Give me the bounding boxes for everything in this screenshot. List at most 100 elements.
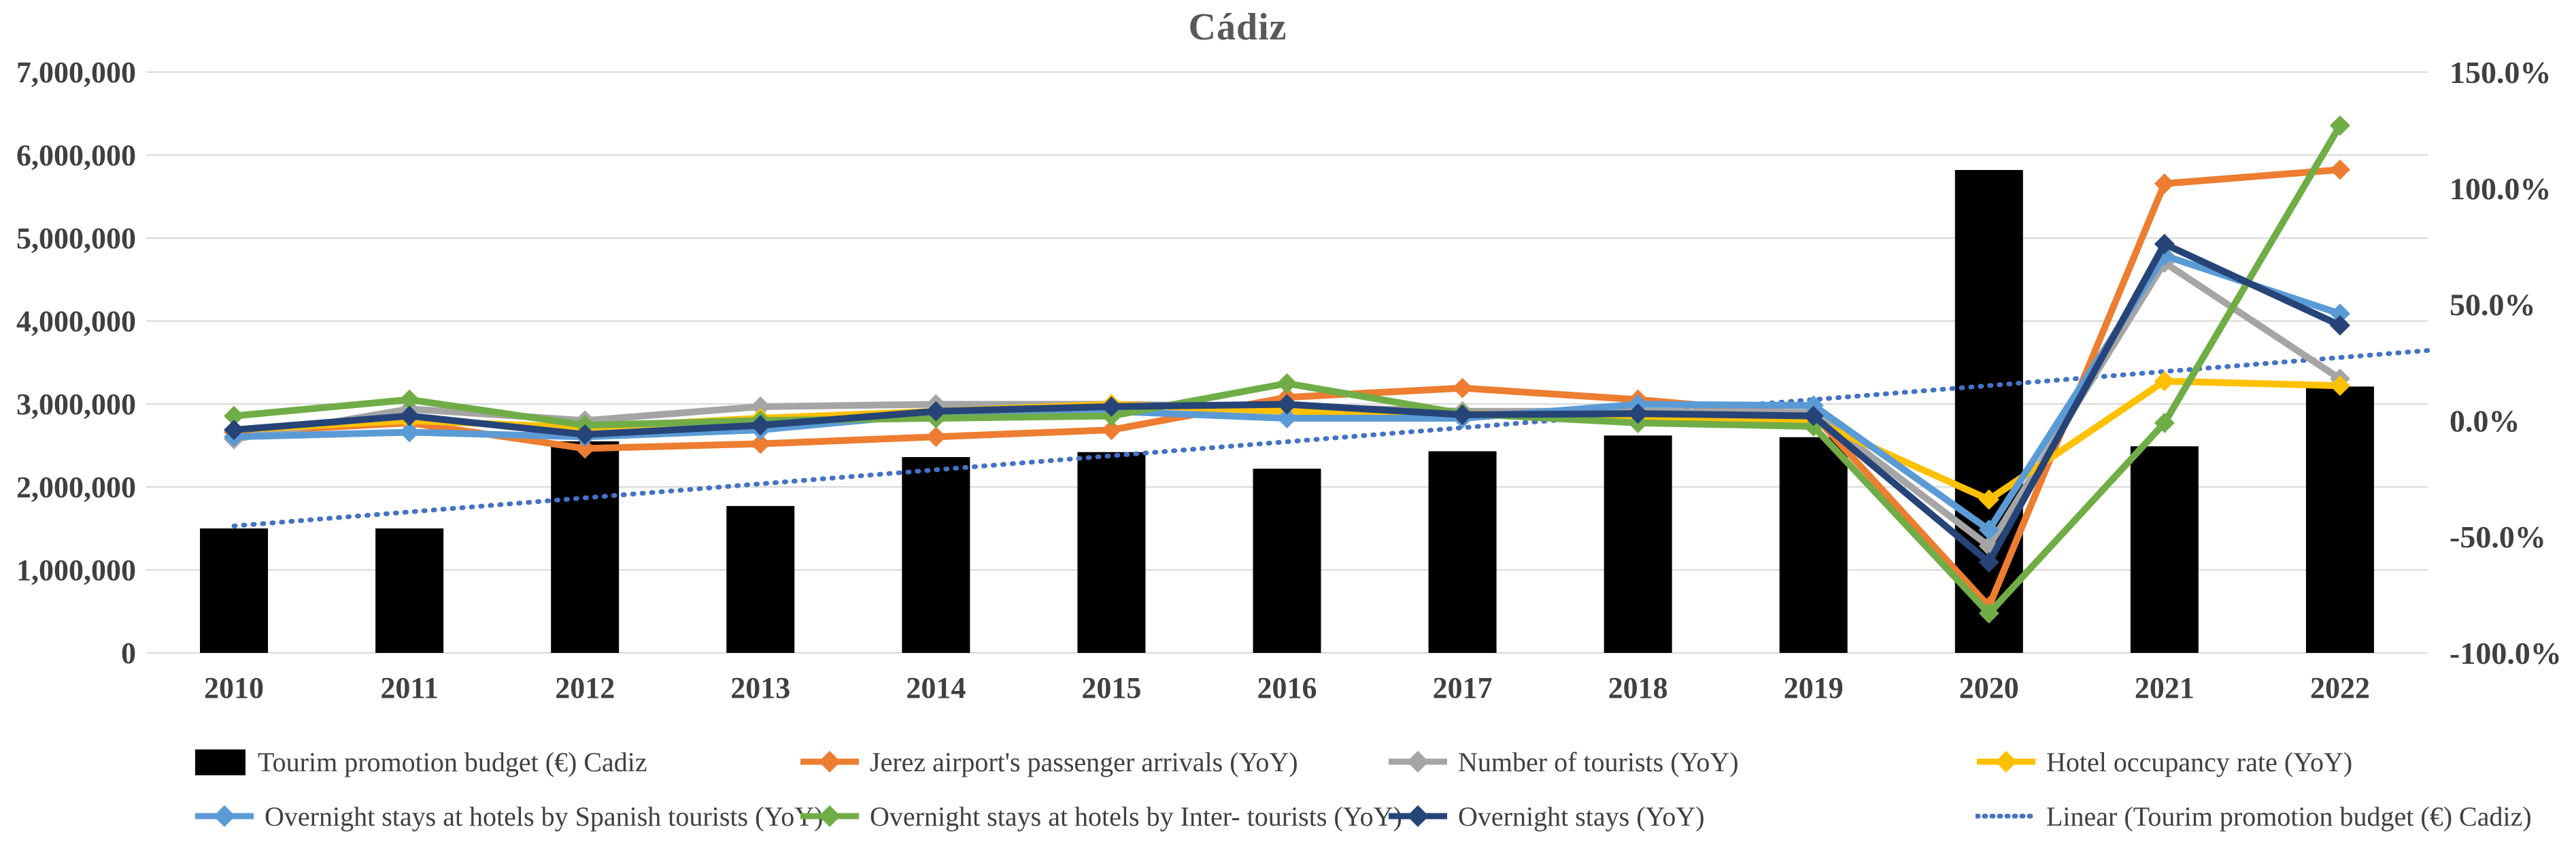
marker [399, 405, 420, 426]
marker [2154, 233, 2175, 254]
legend-item-spanish-overnight: Overnight stays at hotels by Spanish tou… [194, 798, 823, 834]
marker [926, 426, 947, 448]
legend-label: Number of tourists (YoY) [1458, 746, 1739, 777]
right-axis-tick: 100.0% [2450, 171, 2552, 206]
legend-label: Overnight stays at hotels by Spanish tou… [265, 800, 824, 832]
legend-item-hotel-occupancy: Hotel occupancy rate (YoY) [1976, 744, 2352, 779]
budget-bar [902, 457, 970, 653]
right-axis-tick: -100.0% [2450, 636, 2562, 671]
budget-bar [1779, 437, 1848, 653]
left-axis-tick: 4,000,000 [16, 305, 136, 338]
x-axis-tick: 2020 [1959, 671, 2019, 705]
right-axis-tick: 150.0% [2450, 55, 2552, 90]
budget-bar [200, 528, 269, 653]
left-axis-tick: 2,000,000 [16, 471, 136, 504]
chart-title: Cádiz [1188, 6, 1287, 48]
line-marker-swatch [800, 805, 859, 827]
budget-bar [375, 528, 444, 653]
x-axis-tick: 2017 [1433, 671, 1493, 705]
x-axis-tick: 2021 [2135, 671, 2194, 705]
budget-bar [1077, 452, 1146, 653]
legend-label: Overnight stays (YoY) [1458, 800, 1705, 832]
marker [2154, 173, 2175, 194]
left-axis-tick: 6,000,000 [16, 139, 136, 172]
budget-bar [1428, 451, 1497, 653]
right-axis-tick: -50.0% [2450, 520, 2546, 554]
marker [2154, 371, 2175, 392]
marker [1452, 404, 1473, 425]
marker [2329, 375, 2350, 396]
legend-item-inter-overnight: Overnight stays at hotels by Inter- tour… [799, 798, 1402, 834]
marker [926, 401, 947, 422]
legend-item-jerez-arrivals: Jerez airport's passenger arrivals (YoY) [799, 744, 1298, 779]
marker [224, 420, 245, 441]
legend-label: Overnight stays at hotels by Inter- tour… [870, 800, 1402, 832]
left-axis-tick: 7,000,000 [16, 56, 136, 89]
marker [399, 422, 420, 443]
budget-bar [1604, 435, 1672, 653]
x-axis-tick: 2010 [204, 671, 264, 705]
bar-swatch [195, 749, 245, 775]
legend-label: Linear (Tourim promotion budget (€) Cadi… [2046, 800, 2532, 832]
marker [1276, 407, 1298, 428]
marker [750, 396, 771, 417]
x-axis-tick: 2016 [1257, 671, 1317, 705]
marker [224, 405, 245, 426]
marker [2329, 303, 2350, 324]
marker [1978, 552, 1999, 573]
left-axis-tick: 1,000,000 [16, 554, 136, 587]
marker [1978, 603, 1999, 624]
budget-bar [2130, 446, 2199, 653]
marker [1276, 373, 1298, 394]
marker [750, 433, 771, 454]
budget-bar [2305, 386, 2374, 653]
legend-label: Hotel occupancy rate (YoY) [2046, 746, 2353, 777]
marker [575, 424, 596, 445]
legend-item-overnight-stays: Overnight stays (YoY) [1387, 798, 1705, 834]
marker [1101, 396, 1122, 417]
line-marker-swatch [1389, 751, 1447, 773]
right-axis-tick: 50.0% [2450, 288, 2536, 322]
x-axis-tick: 2019 [1784, 671, 1844, 705]
x-axis-tick: 2011 [380, 671, 439, 705]
x-axis-tick: 2014 [906, 671, 966, 705]
marker [1978, 489, 1999, 510]
budget-bar [726, 506, 795, 653]
x-axis-tick: 2022 [2310, 671, 2370, 705]
marker [2329, 115, 2350, 136]
x-axis-tick: 2015 [1081, 671, 1141, 705]
marker [1803, 405, 1824, 426]
legend-item-linear-trendline: Linear (Tourim promotion budget (€) Cadi… [1976, 798, 2532, 834]
line-marker-swatch [1389, 805, 1447, 827]
legend-label: Jerez airport's passenger arrivals (YoY) [870, 746, 1298, 777]
marker [1803, 395, 1824, 416]
legend-item-budget: Tourim promotion budget (€) Cadiz [194, 744, 647, 779]
x-axis-tick: 2018 [1608, 671, 1668, 705]
dotted-line-swatch [1976, 813, 2037, 819]
line-marker-swatch [195, 805, 254, 827]
right-axis-tick: 0.0% [2450, 403, 2520, 438]
left-axis-tick: 5,000,000 [16, 222, 136, 255]
marker [1978, 519, 1999, 540]
budget-bar [551, 441, 620, 653]
marker [1452, 377, 1473, 399]
marker [399, 389, 420, 410]
left-axis-tick: 3,000,000 [16, 388, 136, 421]
marker [575, 438, 596, 459]
marker [750, 415, 771, 436]
marker [2329, 315, 2350, 336]
x-axis-tick: 2012 [555, 671, 615, 705]
line-marker-swatch [1977, 751, 2035, 773]
marker [1627, 403, 1648, 424]
marker [2154, 412, 2175, 433]
marker [1276, 394, 1298, 415]
marker [1101, 420, 1122, 441]
line-marker-swatch [800, 751, 859, 773]
x-axis-tick: 2013 [730, 671, 790, 705]
legend-label: Tourim promotion budget (€) Cadiz [258, 746, 647, 777]
legend-item-number-of-tourists: Number of tourists (YoY) [1387, 744, 1739, 779]
budget-bar [1253, 469, 1321, 653]
marker [2329, 159, 2350, 180]
